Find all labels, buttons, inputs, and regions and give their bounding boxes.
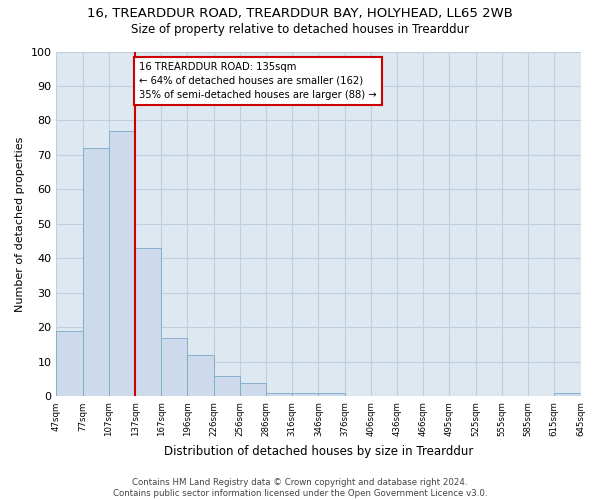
Bar (56, 331, 83, 396)
Bar (554, 393, 581, 396)
Y-axis label: Number of detached properties: Number of detached properties (15, 136, 25, 312)
Bar (83, 148, 109, 396)
Bar (292, 393, 319, 396)
Bar (214, 376, 240, 396)
X-axis label: Distribution of detached houses by size in Trearddur: Distribution of detached houses by size … (164, 444, 473, 458)
Bar (135, 248, 161, 396)
Bar (319, 393, 344, 396)
Text: Size of property relative to detached houses in Trearddur: Size of property relative to detached ho… (131, 22, 469, 36)
Bar (266, 393, 292, 396)
Text: 16 TREARDDUR ROAD: 135sqm
← 64% of detached houses are smaller (162)
35% of semi: 16 TREARDDUR ROAD: 135sqm ← 64% of detac… (139, 62, 377, 100)
Bar (240, 382, 266, 396)
Text: 16, TREARDDUR ROAD, TREARDDUR BAY, HOLYHEAD, LL65 2WB: 16, TREARDDUR ROAD, TREARDDUR BAY, HOLYH… (87, 8, 513, 20)
Text: Contains HM Land Registry data © Crown copyright and database right 2024.
Contai: Contains HM Land Registry data © Crown c… (113, 478, 487, 498)
Bar (187, 355, 214, 397)
Bar (161, 338, 187, 396)
Bar (109, 131, 135, 396)
